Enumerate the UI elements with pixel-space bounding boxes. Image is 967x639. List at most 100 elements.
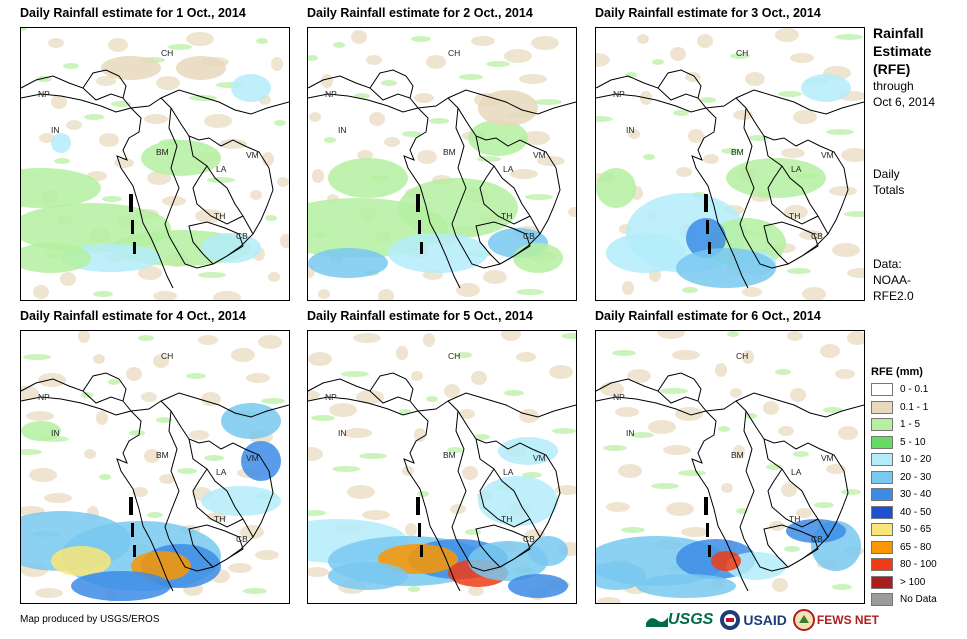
country-border bbox=[130, 400, 274, 572]
legend-swatch bbox=[871, 470, 893, 484]
country-border bbox=[164, 107, 180, 237]
country-border bbox=[451, 410, 467, 540]
usaid-text: USAID bbox=[743, 612, 787, 628]
rain-cell bbox=[221, 403, 281, 439]
country-label-bm: BM bbox=[443, 450, 456, 460]
rain-cell bbox=[790, 388, 806, 402]
rain-cell bbox=[606, 233, 686, 273]
rain-cell bbox=[711, 551, 741, 571]
legend-item: 80 - 100 bbox=[871, 556, 963, 574]
rain-cell bbox=[726, 552, 786, 580]
rain-cell bbox=[823, 407, 843, 413]
rainfall-map: CH NP IN BM LA VM TH CB bbox=[20, 330, 290, 604]
rain-cell bbox=[108, 379, 120, 385]
rain-cell bbox=[265, 215, 277, 221]
island bbox=[416, 194, 420, 212]
legend-item: 65 - 80 bbox=[871, 539, 963, 557]
rain-cell bbox=[21, 421, 61, 441]
panel-oct-6: Daily Rainfall estimate for 6 Oct., 2014… bbox=[595, 309, 865, 605]
country-label-la: LA bbox=[791, 467, 802, 477]
rain-cell bbox=[826, 129, 854, 135]
rain-cell bbox=[498, 437, 558, 465]
country-label-ch: CH bbox=[736, 351, 748, 361]
fewsnet-seal-icon bbox=[792, 609, 815, 631]
country-border bbox=[763, 221, 819, 265]
map-canvas: CH NP IN BM LA VM TH CB bbox=[596, 331, 864, 603]
country-label-ch: CH bbox=[736, 48, 748, 58]
rain-cell bbox=[29, 468, 57, 482]
country-border bbox=[705, 400, 849, 572]
rain-cell bbox=[721, 148, 741, 154]
island bbox=[704, 497, 708, 515]
rain-cell bbox=[477, 156, 501, 162]
country-border bbox=[403, 410, 461, 592]
rain-cell bbox=[417, 491, 429, 497]
rain-cell bbox=[534, 99, 562, 105]
panel-title: Daily Rainfall estimate for 3 Oct., 2014 bbox=[595, 6, 821, 20]
rain-cell bbox=[781, 148, 805, 158]
rain-cell bbox=[522, 472, 542, 478]
legend-label: 1 - 5 bbox=[900, 419, 921, 431]
rain-cell bbox=[772, 578, 788, 592]
legend: RFE (mm) 0 - 0.1 0.1 - 1 1 - 5 5 - 10 10 - 2… bbox=[871, 366, 963, 609]
rain-cell bbox=[241, 441, 281, 481]
rain-cell bbox=[357, 150, 373, 160]
country-label-in: IN bbox=[338, 428, 347, 438]
rain-cell bbox=[198, 272, 226, 278]
rain-cell bbox=[622, 281, 634, 295]
rain-cell bbox=[102, 196, 122, 202]
legend-swatch bbox=[871, 453, 893, 467]
panel-oct-1: Daily Rainfall estimate for 1 Oct., 2014… bbox=[20, 6, 290, 302]
rain-cell bbox=[243, 588, 267, 594]
country-label-ch: CH bbox=[448, 351, 460, 361]
rain-cell bbox=[787, 331, 803, 341]
rain-cell bbox=[78, 331, 90, 343]
legend-swatch bbox=[871, 383, 893, 397]
rain-cell bbox=[268, 272, 280, 282]
rain-cell bbox=[54, 158, 70, 164]
rain-cell bbox=[333, 42, 345, 48]
rain-cell bbox=[444, 384, 460, 398]
rain-cell bbox=[378, 544, 458, 574]
legend-item: 50 - 65 bbox=[871, 521, 963, 539]
rain-cell bbox=[615, 407, 639, 417]
country-label-vm: VM bbox=[821, 453, 834, 463]
country-label-th: TH bbox=[501, 514, 512, 524]
legend-label: 0.1 - 1 bbox=[900, 401, 929, 413]
rain-cell bbox=[838, 426, 858, 440]
country-label-cb: CB bbox=[811, 534, 823, 544]
rain-cell bbox=[612, 350, 636, 356]
rain-cell bbox=[781, 483, 797, 497]
country-border bbox=[160, 392, 289, 418]
rainfall-map: CH NP IN BM LA VM TH CB bbox=[595, 330, 865, 604]
rain-cell bbox=[250, 190, 262, 200]
legend-item: 1 - 5 bbox=[871, 416, 963, 434]
sidebar-data-label: Data: bbox=[873, 257, 902, 271]
island bbox=[706, 523, 709, 537]
rain-cell bbox=[201, 486, 281, 516]
sidebar-title-block: Rainfall Estimate (RFE) through Oct 6, 2… bbox=[873, 24, 935, 110]
rain-cell bbox=[129, 430, 145, 436]
rain-cell bbox=[802, 287, 826, 300]
rain-cell bbox=[177, 468, 197, 474]
rain-cell bbox=[686, 218, 726, 258]
rain-cell bbox=[366, 55, 382, 65]
rain-cell bbox=[33, 285, 49, 299]
rain-cell bbox=[396, 346, 408, 360]
country-border bbox=[130, 97, 274, 269]
island bbox=[704, 194, 708, 212]
rainfall-map: CH NP IN BM LA VM TH CB bbox=[595, 27, 865, 301]
rain-cell bbox=[508, 574, 568, 598]
rain-cell bbox=[637, 34, 649, 44]
legend-label: 30 - 40 bbox=[900, 489, 932, 501]
rain-cell bbox=[730, 53, 750, 59]
map-canvas: CH NP IN BM LA VM TH CB bbox=[308, 30, 576, 300]
rain-cell bbox=[721, 483, 733, 493]
rain-cell bbox=[204, 455, 224, 461]
island bbox=[708, 242, 711, 254]
country-border bbox=[188, 135, 254, 235]
rain-cell bbox=[718, 426, 730, 432]
panel-title: Daily Rainfall estimate for 6 Oct., 2014 bbox=[595, 309, 821, 323]
rain-cell bbox=[351, 30, 367, 44]
rainfall-map: CH NP IN BM LA VM TH CB bbox=[307, 330, 577, 604]
